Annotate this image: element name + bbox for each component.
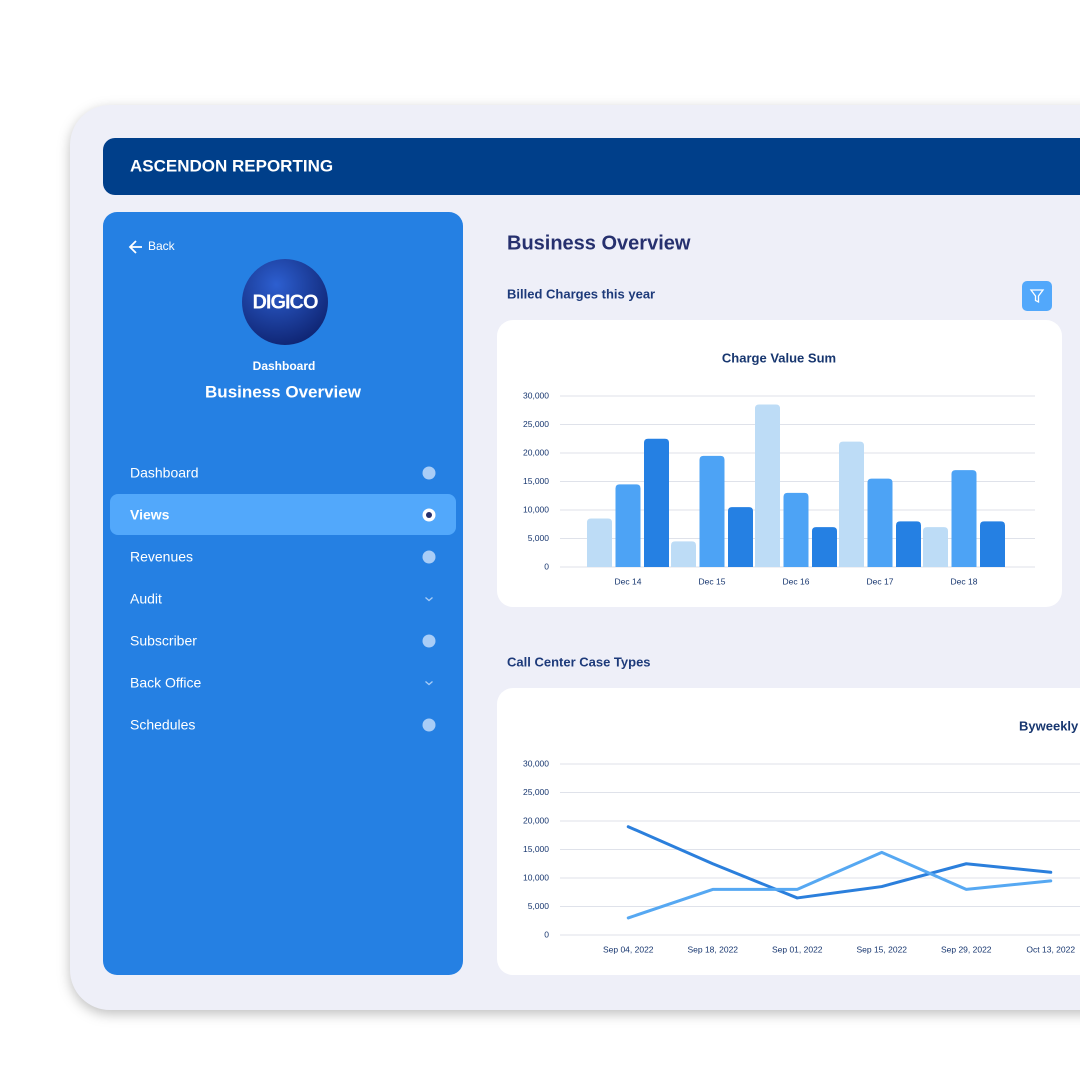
menu-item[interactable]: Dashboard [130, 465, 436, 481]
bar [699, 455, 725, 567]
y-tick-label: 30,000 [523, 758, 549, 768]
menu-highlight[interactable] [110, 494, 456, 535]
header-title: ASCENDON REPORTING [130, 156, 333, 175]
menu-label[interactable]: Schedules [130, 717, 195, 733]
menu-item[interactable]: Revenues [130, 549, 436, 565]
y-tick-label: 15,000 [523, 844, 549, 854]
x-tick-label: Dec 15 [699, 576, 726, 586]
x-tick-label: Sep 15, 2022 [856, 944, 907, 954]
header-bar [103, 138, 1080, 195]
y-tick-label: 20,000 [523, 815, 549, 825]
menu-label[interactable]: Audit [130, 591, 162, 607]
y-tick-label: 0 [544, 929, 549, 939]
filter-button[interactable] [1022, 281, 1052, 311]
y-tick-label: 20,000 [523, 447, 549, 457]
line [626, 825, 1053, 900]
bar [671, 541, 696, 567]
x-tick-label: Dec 17 [867, 576, 894, 586]
bar [728, 507, 753, 567]
menu-radio-dot [426, 512, 432, 518]
x-tick-label: Dec 14 [615, 576, 642, 586]
bar [867, 478, 893, 567]
sidebar-page: Business Overview [205, 382, 362, 401]
x-tick-label: Dec 18 [951, 576, 978, 586]
y-tick-label: 5,000 [528, 901, 550, 911]
section-title: Billed Charges this year [507, 286, 655, 301]
line [626, 850, 1053, 920]
bar [839, 441, 864, 567]
bar [783, 492, 809, 567]
menu-label[interactable]: Back Office [130, 675, 202, 691]
sidebar [103, 212, 463, 975]
bar [587, 518, 612, 567]
menu-item[interactable]: Views [110, 494, 456, 535]
x-tick-label: Dec 16 [783, 576, 810, 586]
bar [812, 527, 837, 567]
x-tick-label: Sep 18, 2022 [687, 944, 738, 954]
bar [980, 521, 1005, 567]
chart-title: Byweekly [1019, 718, 1079, 733]
back-label[interactable]: Back [148, 239, 176, 253]
y-tick-label: 10,000 [523, 504, 549, 514]
menu-chevron [425, 681, 433, 686]
logo [242, 259, 328, 345]
menu-item[interactable]: Audit [130, 591, 433, 607]
x-tick-label: Sep 01, 2022 [772, 944, 823, 954]
bar [951, 470, 977, 567]
back-arrow [128, 240, 142, 254]
chart-card [497, 688, 1080, 975]
y-tick-label: 25,000 [523, 419, 549, 429]
menu-label[interactable]: Subscriber [130, 633, 197, 649]
section-title: Call Center Case Types [507, 654, 651, 669]
menu-dot [422, 634, 436, 648]
y-tick-label: 30,000 [523, 390, 549, 400]
charts: Charge Value Sum 0 5,000 10,000 15,000 20,000… [523, 350, 1080, 954]
y-tick-label: 15,000 [523, 476, 549, 486]
menu: Dashboard Views Revenues Audit Subscriber Bac… [110, 465, 456, 733]
filter-bg[interactable] [1022, 281, 1052, 311]
menu-item[interactable]: Back Office [130, 675, 433, 691]
bar [755, 404, 780, 567]
y-tick-label: 5,000 [528, 533, 550, 543]
x-tick-label: Sep 29, 2022 [941, 944, 992, 954]
x-tick-label: Oct 13, 2022 [1026, 944, 1075, 954]
bar [896, 521, 921, 567]
bar [923, 527, 948, 567]
menu-label[interactable]: Views [130, 507, 170, 523]
y-tick-label: 10,000 [523, 872, 549, 882]
menu-chevron [425, 597, 433, 602]
menu-item[interactable]: Subscriber [130, 633, 436, 649]
menu-dot [422, 718, 436, 732]
menu-dot [422, 466, 436, 480]
menu-label[interactable]: Dashboard [130, 465, 199, 481]
sidebar-section: Dashboard [253, 359, 316, 373]
menu-label[interactable]: Revenues [130, 549, 193, 565]
menu-dot [422, 550, 436, 564]
bar [644, 438, 669, 567]
y-tick-label: 0 [544, 561, 549, 571]
back-button[interactable]: Back [128, 239, 176, 254]
chart-title: Charge Value Sum [722, 350, 836, 365]
x-tick-label: Sep 04, 2022 [603, 944, 654, 954]
filter-icon [1029, 289, 1045, 304]
menu-item[interactable]: Schedules [130, 717, 436, 733]
content-title: Business Overview [507, 232, 691, 254]
y-tick-label: 25,000 [523, 787, 549, 797]
logo-text: DIGICO [252, 291, 318, 313]
bar [615, 484, 641, 567]
